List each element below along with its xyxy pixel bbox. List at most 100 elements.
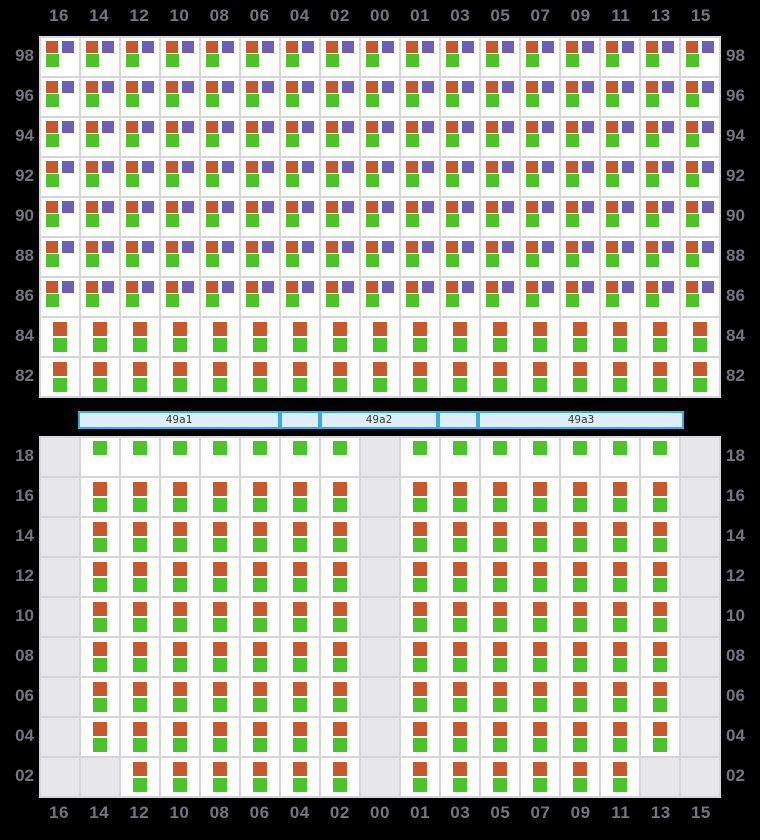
section-segment-blank[interactable] <box>438 411 478 429</box>
slot-cell[interactable] <box>161 118 199 156</box>
slot-cell[interactable] <box>321 718 359 756</box>
slot-cell[interactable] <box>281 78 319 116</box>
slot-cell[interactable] <box>281 118 319 156</box>
slot-cell[interactable] <box>561 758 599 796</box>
slot-cell[interactable] <box>481 638 519 676</box>
slot-cell[interactable] <box>201 318 239 356</box>
slot-cell[interactable] <box>441 558 479 596</box>
slot-cell[interactable] <box>521 638 559 676</box>
slot-cell[interactable] <box>241 278 279 316</box>
slot-cell[interactable] <box>281 678 319 716</box>
slot-cell[interactable] <box>441 638 479 676</box>
slot-cell[interactable] <box>161 278 199 316</box>
slot-cell[interactable] <box>121 758 159 796</box>
slot-cell[interactable] <box>641 38 679 76</box>
slot-cell[interactable] <box>81 278 119 316</box>
slot-cell[interactable] <box>361 278 399 316</box>
slot-cell[interactable] <box>241 358 279 396</box>
slot-cell[interactable] <box>201 198 239 236</box>
slot-cell[interactable] <box>401 518 439 556</box>
slot-cell[interactable] <box>321 318 359 356</box>
slot-cell[interactable] <box>161 38 199 76</box>
slot-cell[interactable] <box>281 38 319 76</box>
slot-cell[interactable] <box>321 638 359 676</box>
slot-cell[interactable] <box>521 518 559 556</box>
slot-cell[interactable] <box>41 118 79 156</box>
slot-cell[interactable] <box>121 238 159 276</box>
slot-cell[interactable] <box>81 198 119 236</box>
slot-cell[interactable] <box>121 558 159 596</box>
slot-cell[interactable] <box>561 158 599 196</box>
slot-cell[interactable] <box>241 758 279 796</box>
slot-cell[interactable] <box>481 478 519 516</box>
slot-cell[interactable] <box>121 158 159 196</box>
slot-cell[interactable] <box>281 318 319 356</box>
slot-cell[interactable] <box>521 238 559 276</box>
slot-cell[interactable] <box>361 318 399 356</box>
slot-cell[interactable] <box>641 158 679 196</box>
slot-cell[interactable] <box>441 518 479 556</box>
slot-cell[interactable] <box>401 598 439 636</box>
slot-cell[interactable] <box>281 638 319 676</box>
slot-cell[interactable] <box>361 358 399 396</box>
slot-cell[interactable] <box>201 238 239 276</box>
slot-cell[interactable] <box>521 598 559 636</box>
slot-cell[interactable] <box>561 558 599 596</box>
slot-cell[interactable] <box>481 718 519 756</box>
section-segment-49a3[interactable]: 49a3 <box>478 411 684 429</box>
slot-cell[interactable] <box>521 38 559 76</box>
slot-cell[interactable] <box>641 598 679 636</box>
slot-cell[interactable] <box>641 278 679 316</box>
slot-cell[interactable] <box>481 358 519 396</box>
slot-cell[interactable] <box>481 198 519 236</box>
slot-cell[interactable] <box>361 78 399 116</box>
slot-cell[interactable] <box>561 78 599 116</box>
slot-cell[interactable] <box>81 438 119 476</box>
slot-cell[interactable] <box>601 758 639 796</box>
slot-cell[interactable] <box>601 278 639 316</box>
slot-cell[interactable] <box>401 678 439 716</box>
slot-cell[interactable] <box>361 238 399 276</box>
slot-cell[interactable] <box>561 478 599 516</box>
slot-cell[interactable] <box>281 438 319 476</box>
slot-cell[interactable] <box>601 678 639 716</box>
slot-cell[interactable] <box>521 558 559 596</box>
slot-cell[interactable] <box>401 638 439 676</box>
slot-cell[interactable] <box>361 118 399 156</box>
slot-cell[interactable] <box>81 238 119 276</box>
slot-cell[interactable] <box>81 678 119 716</box>
slot-cell[interactable] <box>161 318 199 356</box>
slot-cell[interactable] <box>521 158 559 196</box>
slot-cell[interactable] <box>201 518 239 556</box>
slot-cell[interactable] <box>641 318 679 356</box>
slot-cell[interactable] <box>321 518 359 556</box>
slot-cell[interactable] <box>41 158 79 196</box>
slot-cell[interactable] <box>81 118 119 156</box>
slot-cell[interactable] <box>161 638 199 676</box>
slot-cell[interactable] <box>441 38 479 76</box>
slot-cell[interactable] <box>681 358 719 396</box>
slot-cell[interactable] <box>441 758 479 796</box>
slot-cell[interactable] <box>241 638 279 676</box>
slot-cell[interactable] <box>41 238 79 276</box>
slot-cell[interactable] <box>201 758 239 796</box>
slot-cell[interactable] <box>41 78 79 116</box>
slot-cell[interactable] <box>601 438 639 476</box>
slot-cell[interactable] <box>641 358 679 396</box>
slot-cell[interactable] <box>241 478 279 516</box>
slot-cell[interactable] <box>401 358 439 396</box>
slot-cell[interactable] <box>161 198 199 236</box>
slot-cell[interactable] <box>121 78 159 116</box>
slot-cell[interactable] <box>561 238 599 276</box>
slot-cell[interactable] <box>201 278 239 316</box>
slot-cell[interactable] <box>481 278 519 316</box>
slot-cell[interactable] <box>521 198 559 236</box>
slot-cell[interactable] <box>81 78 119 116</box>
slot-cell[interactable] <box>121 318 159 356</box>
slot-cell[interactable] <box>561 118 599 156</box>
slot-cell[interactable] <box>481 238 519 276</box>
slot-cell[interactable] <box>601 358 639 396</box>
slot-cell[interactable] <box>561 38 599 76</box>
slot-cell[interactable] <box>401 78 439 116</box>
slot-cell[interactable] <box>521 358 559 396</box>
